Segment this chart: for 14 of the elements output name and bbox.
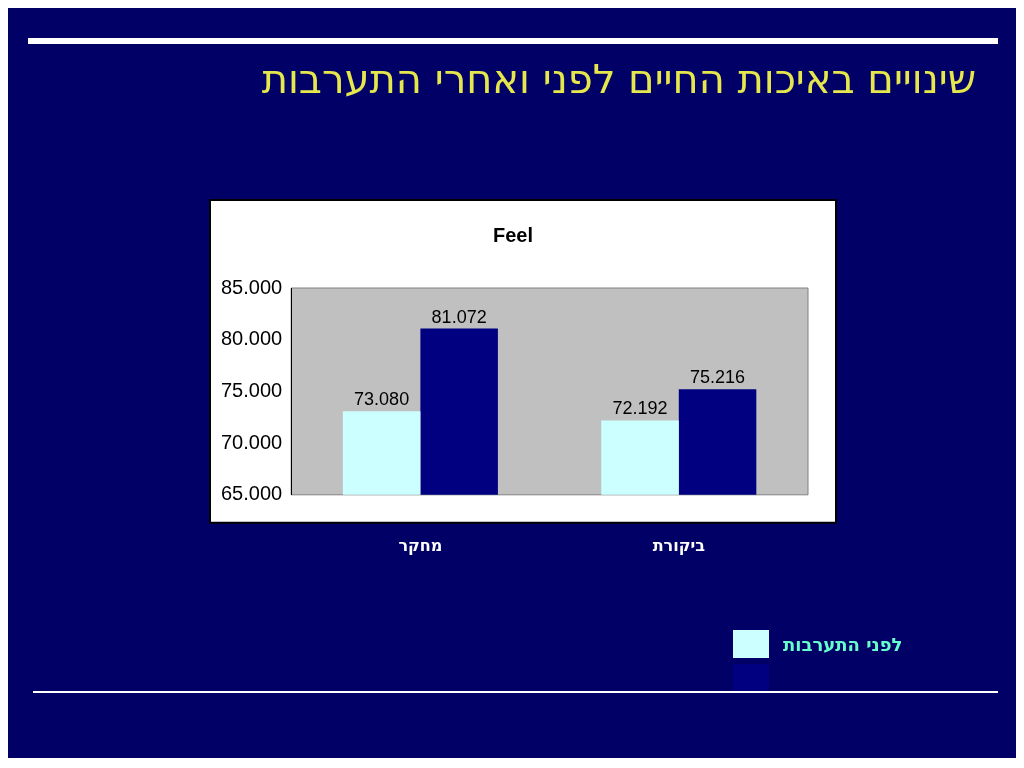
data-label: 73.080 <box>354 389 410 410</box>
y-tick-label: 65.000 <box>221 482 283 505</box>
chart-title: שינויים באיכות החיים לפני ואחרי התערבות <box>261 56 976 102</box>
x-tick-label: ביקורת <box>652 535 706 555</box>
data-label: 72.192 <box>612 398 668 419</box>
data-label: 75.216 <box>690 367 746 388</box>
legend-label: לפני התערבות <box>783 633 903 655</box>
x-tick-label: מחקר <box>398 535 443 555</box>
chart-subtitle: Feel <box>492 223 534 246</box>
y-tick-label: 70.000 <box>221 430 283 453</box>
y-tick-label: 80.000 <box>221 327 283 350</box>
y-tick-label: 85.000 <box>221 275 283 298</box>
data-label: 81.072 <box>431 306 487 327</box>
y-tick-label: 75.000 <box>221 378 283 401</box>
